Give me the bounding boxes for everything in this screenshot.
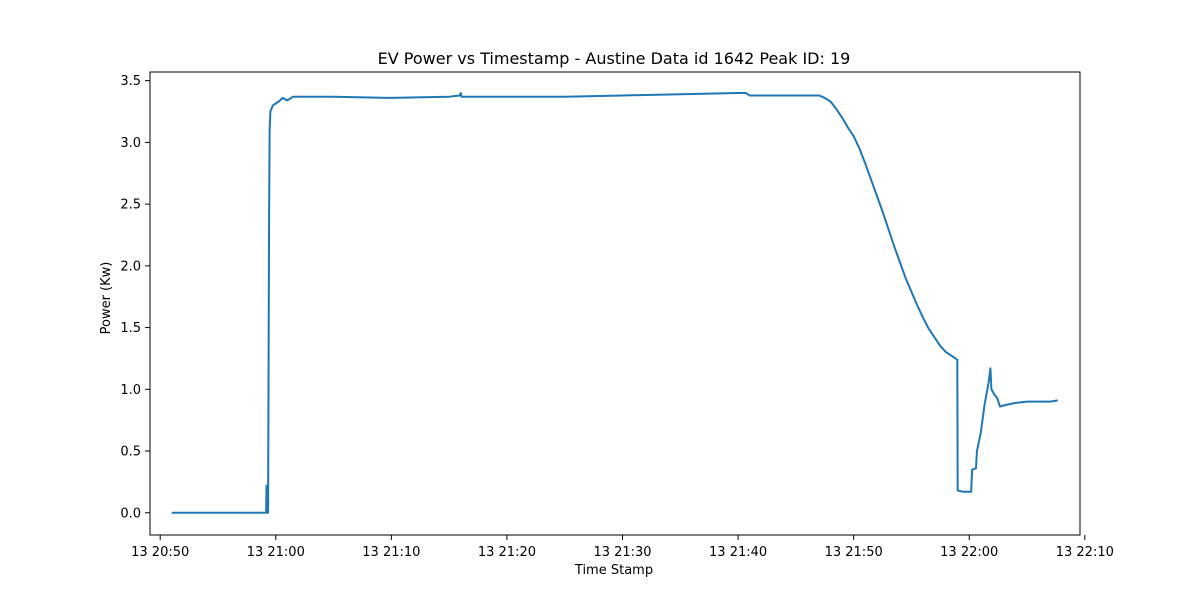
- y-tick-label: 0.0: [120, 506, 141, 521]
- x-tick-label: 13 21:00: [247, 545, 305, 560]
- x-tick-label: 13 22:10: [1056, 545, 1114, 560]
- y-tick-label: 3.0: [120, 136, 141, 151]
- plot-frame: [149, 71, 1081, 536]
- x-tick-label: 13 21:50: [825, 545, 883, 560]
- x-tick-label: 13 21:40: [709, 545, 767, 560]
- y-tick-label: 3.5: [120, 74, 141, 89]
- y-tick-label: 1.0: [120, 383, 141, 398]
- x-axis-title: Time Stamp: [574, 563, 653, 578]
- y-tick-label: 1.5: [120, 321, 141, 336]
- series-line-power: [171, 91, 1059, 514]
- y-tick-label: 2.5: [120, 198, 141, 213]
- x-tick-label: 13 21:20: [478, 545, 536, 560]
- x-tick-label: 13 20:50: [131, 545, 189, 560]
- chart-title: EV Power vs Timestamp - Austine Data id …: [378, 49, 851, 68]
- x-tick-label: 13 22:00: [940, 545, 998, 560]
- y-axis: 0.0 0.5 1.0 1.5 2.0 2.5 3.0 3.5: [120, 74, 150, 521]
- y-tick-label: 0.5: [120, 445, 141, 460]
- x-tick-label: 13 21:10: [362, 545, 420, 560]
- y-axis-title: Power (Kw): [99, 262, 114, 335]
- x-tick-label: 13 21:30: [593, 545, 651, 560]
- x-axis: 13 20:50 13 21:00 13 21:10 13 21:20 13 21:30…: [131, 535, 1114, 560]
- y-tick-label: 2.0: [120, 259, 141, 274]
